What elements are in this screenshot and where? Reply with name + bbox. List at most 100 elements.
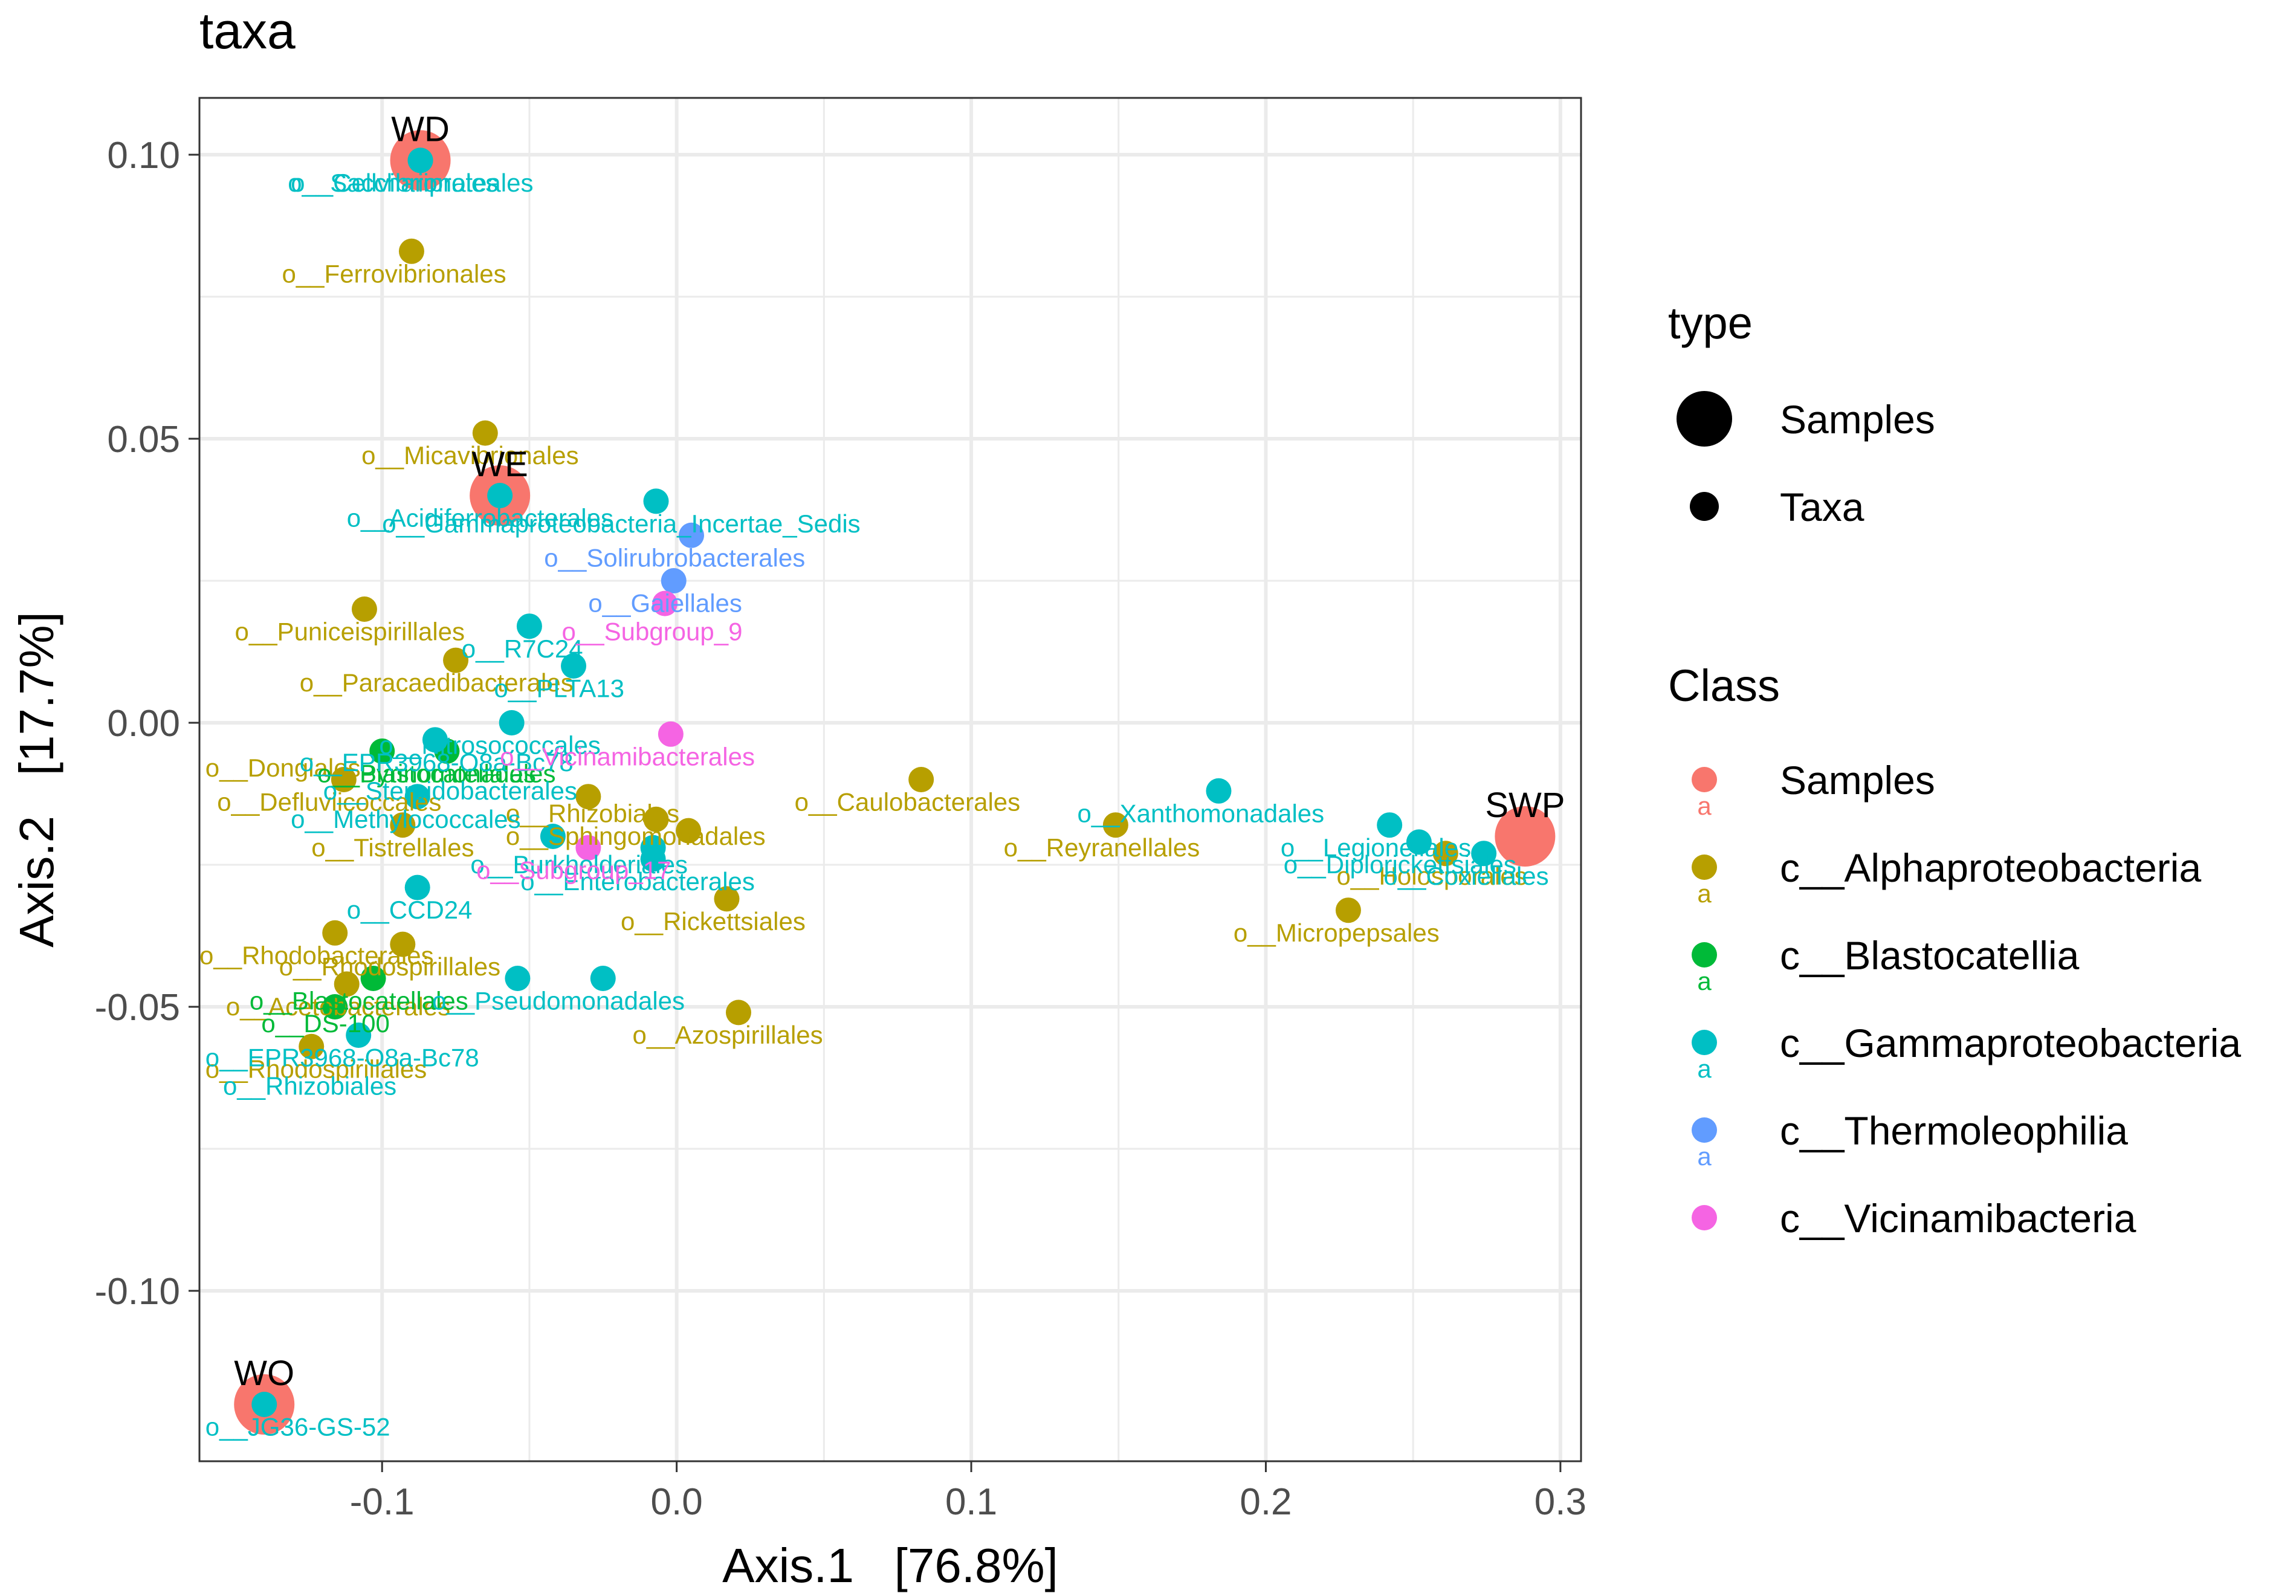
x-tick-label: 0.1 xyxy=(945,1481,997,1523)
taxon-point xyxy=(299,1033,325,1059)
taxon-label: o__Micavibrionales xyxy=(361,441,579,470)
legend-class-key xyxy=(1692,767,1717,792)
legend-type-label: Samples xyxy=(1780,397,1935,442)
taxon-point xyxy=(661,568,687,593)
taxon-label: o__Acidiferrobacterales xyxy=(347,504,613,532)
taxon-label: o__EPR3968-O8a-Bc78 xyxy=(300,748,574,777)
taxon-label: o__Methylococcales xyxy=(291,805,521,833)
taxon-label: o__Diplorickettsiales xyxy=(1284,850,1516,879)
taxon-point xyxy=(443,647,469,673)
x-tick-label: -0.1 xyxy=(350,1481,415,1523)
taxon-label: o__Gaiellales xyxy=(588,589,742,618)
taxon-point xyxy=(516,613,542,639)
taxon-label: o__Coxiellales xyxy=(1383,862,1548,890)
taxon-point xyxy=(407,147,433,173)
taxon-point xyxy=(404,784,430,810)
legend-class-key xyxy=(1692,855,1717,880)
taxon-label: o__Acetobacterales xyxy=(226,992,450,1021)
taxon-label: o__Reyranellales xyxy=(1004,833,1200,862)
taxon-point xyxy=(334,971,360,997)
taxon-label: o__Puniceispirillales xyxy=(234,618,465,646)
taxon-point xyxy=(322,920,348,946)
y-tick-label: 0.05 xyxy=(107,419,180,460)
legend-class-key-letter: a xyxy=(1697,879,1712,908)
taxon-label: o__Caulobacterales xyxy=(795,788,1021,816)
y-tick-label: -0.10 xyxy=(95,1271,180,1313)
x-axis: -0.1 0.0 0.1 0.2 0.3 xyxy=(350,1461,1586,1523)
legend-class-key xyxy=(1692,1205,1717,1230)
taxon-label: o__Rhodospirillales xyxy=(205,1055,427,1083)
taxon-label: o__JG36-GS-52 xyxy=(205,1413,390,1441)
sample-label: WE xyxy=(471,445,528,484)
taxon-point xyxy=(322,994,348,1019)
taxon-label: o__Rhodobacterales xyxy=(199,941,434,969)
taxon-label: o__Rhodospirillales xyxy=(279,952,501,981)
x-tick-label: 0.3 xyxy=(1534,1481,1586,1523)
taxon-label: o__Subgroup_17 xyxy=(476,856,671,884)
sample-label: WO xyxy=(234,1354,294,1393)
taxon-label: o__Rhizobiales xyxy=(223,1072,396,1100)
taxon-label: o__Paracaedibacterales xyxy=(300,668,574,697)
taxon-point xyxy=(251,1392,277,1417)
taxon-point xyxy=(1432,841,1458,867)
grid-minor xyxy=(199,98,1581,1461)
sample-point xyxy=(1495,806,1556,867)
taxon-label: o__Cellvibrionales xyxy=(291,169,498,197)
taxon-label: o__Sphingomonadales xyxy=(506,822,766,850)
taxon-label: o__Legionellales xyxy=(1281,833,1471,862)
taxon-point xyxy=(725,1000,751,1026)
taxon-label: o__Blastocatellales xyxy=(250,987,468,1015)
legend-class-label: c__Vicinamibacteria xyxy=(1780,1196,2136,1241)
taxon-label: o__Dongiales xyxy=(205,754,361,782)
taxon-label: o__Ferrovibrionales xyxy=(282,259,506,288)
legend-type-key xyxy=(1677,391,1732,447)
taxon-label: o__Enterobacterales xyxy=(520,867,755,896)
legend-class-label: c__Blastocatellia xyxy=(1780,933,2080,978)
taxon-label: o__Xanthomonadales xyxy=(1078,799,1325,827)
y-axis: -0.10 -0.05 0.00 0.05 0.10 xyxy=(95,135,199,1313)
taxon-label: o__Pyrinomonadales xyxy=(317,760,556,788)
taxon-point xyxy=(676,818,702,844)
taxon-label: o__Sacchariproteales xyxy=(288,169,533,197)
taxon-label: o__Gammaproteobacteria_Incertae_Sedis xyxy=(382,509,860,538)
legend-class-key-letter: a xyxy=(1697,967,1712,995)
legend-class-label: c__Thermoleophilia xyxy=(1780,1108,2128,1153)
taxon-label: o__Rickettsiales xyxy=(621,907,806,935)
y-tick-label: 0.10 xyxy=(107,135,180,176)
taxon-label: o__Burkholderiales xyxy=(470,850,688,879)
taxon-point xyxy=(1406,829,1432,855)
taxon-point xyxy=(390,812,416,838)
taxon-point xyxy=(369,738,395,764)
taxon-point xyxy=(346,1023,372,1048)
taxon-point xyxy=(404,874,430,900)
legend-type-title: type xyxy=(1668,298,1753,348)
legend-class-key xyxy=(1692,942,1717,968)
x-tick-label: 0.2 xyxy=(1240,1481,1292,1523)
legend-class-key-letter: a xyxy=(1697,1142,1712,1171)
legend-class-items: aSamplesac__Alphaproteobacteriaac__Blast… xyxy=(1692,758,2241,1241)
y-axis-label: Axis.2 [17.7%] xyxy=(10,612,63,948)
taxon-point xyxy=(590,966,616,991)
legend-class-label: Samples xyxy=(1780,758,1935,803)
legend-class-title: Class xyxy=(1668,661,1780,711)
taxon-point xyxy=(658,721,684,747)
legend-class-key xyxy=(1692,1030,1717,1055)
taxon-point xyxy=(1471,841,1497,867)
legend: type Samples Taxa Class a Samples a c__Alpha… xyxy=(1668,298,2241,1241)
taxon-point xyxy=(499,710,525,735)
data-points xyxy=(234,130,1556,1435)
chart-title: taxa xyxy=(199,2,296,59)
taxon-point xyxy=(643,488,669,514)
taxon-point xyxy=(540,824,566,849)
taxon-label: o__R7C24 xyxy=(462,635,583,663)
taxon-point xyxy=(505,966,531,991)
taxon-point xyxy=(561,653,587,679)
taxon-point xyxy=(472,420,498,446)
legend-class-label: c__Gammaproteobacteria xyxy=(1780,1021,2241,1065)
legend-type-key xyxy=(1690,492,1719,521)
taxon-label: o__Azospirillales xyxy=(633,1021,823,1049)
legend-type-label: Taxa xyxy=(1780,485,1864,529)
taxon-label: o__PLTA13 xyxy=(494,674,624,703)
taxon-point xyxy=(652,590,678,616)
taxon-label: o__Solirubrobacterales xyxy=(544,543,805,572)
